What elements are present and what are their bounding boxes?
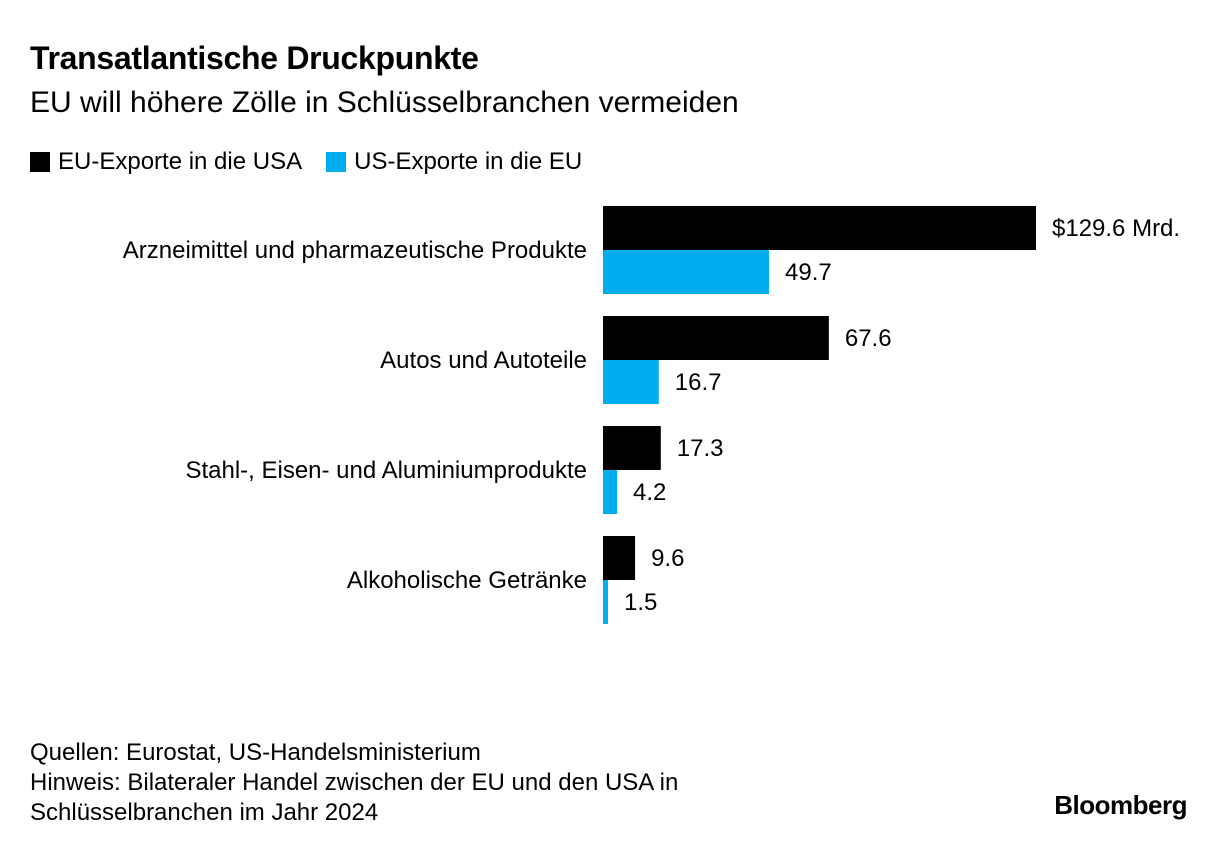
data-label: 67.6 — [845, 325, 892, 352]
legend-swatch-us-exports — [326, 152, 347, 172]
data-label: $129.6 Mrd. — [1052, 215, 1180, 242]
legend: EU-Exporte in die USA US-Exporte in die … — [30, 148, 606, 176]
bar-eu-exports — [603, 426, 661, 470]
bar-eu-exports — [603, 316, 829, 360]
category-label: Autos und Autoteile — [380, 347, 587, 374]
footer-sources: Quellen: Eurostat, US-Handelsministerium — [30, 739, 481, 766]
legend-swatch-eu-exports — [30, 152, 50, 172]
data-label: 1.5 — [624, 589, 657, 616]
data-label: 49.7 — [785, 259, 832, 286]
data-label: 17.3 — [677, 435, 724, 462]
footer-note-line1: Hinweis: Bilateraler Handel zwischen der… — [30, 769, 679, 796]
category-label: Alkoholische Getränke — [347, 567, 587, 594]
legend-label-us-exports: US-Exporte in die EU — [354, 148, 583, 175]
data-label: 16.7 — [675, 369, 722, 396]
data-label: 4.2 — [633, 479, 666, 506]
bar-us-exports — [603, 360, 659, 404]
chart-subtitle: EU will höhere Zölle in Schlüsselbranche… — [30, 86, 739, 119]
legend-item-eu-exports: EU-Exporte in die USA — [30, 148, 302, 176]
bar-eu-exports — [603, 206, 1036, 250]
footer: Quellen: Eurostat, US-Handelsministerium… — [30, 738, 678, 828]
category-label: Arzneimittel und pharmazeutische Produkt… — [123, 237, 587, 264]
footer-note-line2: Schlüsselbranchen im Jahr 2024 — [30, 799, 379, 826]
bar-us-exports — [603, 580, 609, 624]
bar-eu-exports — [603, 536, 636, 580]
bar-us-exports — [603, 250, 770, 294]
data-label: 9.6 — [651, 545, 684, 572]
legend-label-eu-exports: EU-Exporte in die USA — [58, 148, 303, 175]
category-label: Stahl-, Eisen- und Aluminiumprodukte — [185, 457, 587, 484]
bar-us-exports — [603, 470, 618, 514]
bloomberg-logo: Bloomberg — [1054, 790, 1187, 820]
bar-chart: Arzneimittel und pharmazeutische Produkt… — [123, 206, 1180, 624]
chart-title: Transatlantische Druckpunkte — [30, 40, 479, 76]
legend-item-us-exports: US-Exporte in die EU — [326, 148, 582, 176]
